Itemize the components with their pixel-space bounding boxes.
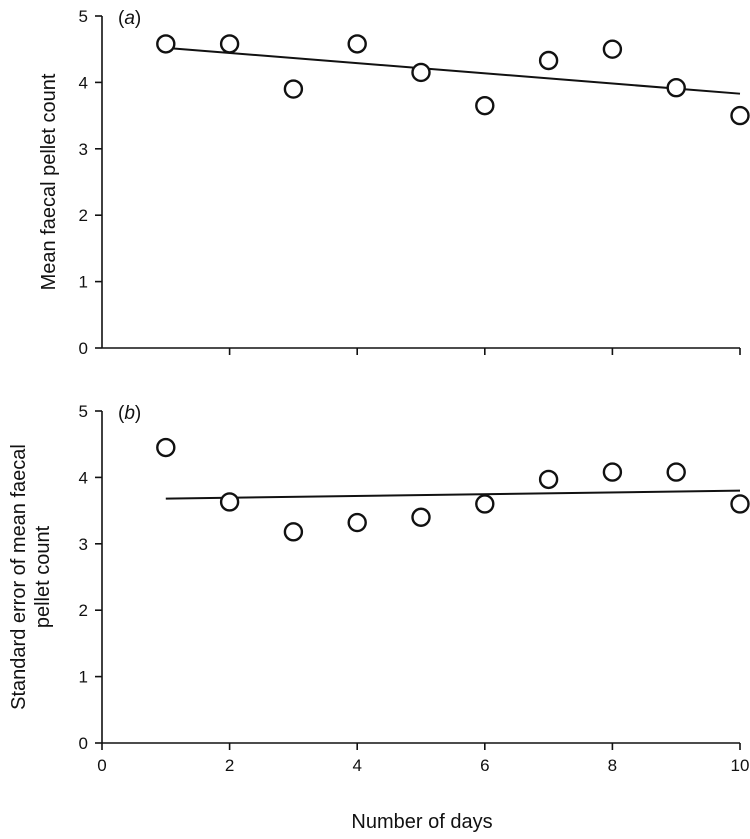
data-point: [347, 512, 367, 533]
y-tick-label: 0: [79, 734, 88, 753]
data-point: [475, 95, 495, 116]
y-tick-label: 3: [79, 535, 88, 554]
data-point: [219, 492, 240, 512]
x-tick-label: 8: [608, 756, 617, 775]
y-tick-label: 4: [79, 468, 88, 487]
panel-label: (a): [118, 8, 141, 29]
y-tick-label: 1: [79, 273, 88, 292]
y-axis-title-line: Standard error of mean faecal: [8, 444, 30, 710]
x-tick-label: 0: [97, 756, 106, 775]
data-point: [730, 494, 750, 514]
x-tick-label: 6: [480, 756, 489, 775]
y-tick-label: 2: [79, 206, 88, 225]
data-point: [538, 469, 559, 490]
y-tick-label: 0: [79, 339, 88, 358]
panel-label: (b): [118, 403, 141, 424]
data-point: [283, 79, 304, 99]
data-point: [602, 462, 623, 482]
trend-line: [165, 46, 741, 95]
data-point: [411, 62, 431, 83]
y-tick-label: 5: [79, 402, 88, 421]
data-point: [666, 462, 686, 482]
x-tick-label: 10: [731, 756, 750, 775]
data-point: [730, 105, 750, 126]
data-point: [156, 437, 176, 458]
data-point: [219, 34, 240, 54]
y-tick-label: 1: [79, 668, 88, 687]
data-point: [156, 34, 176, 54]
y-tick-label: 4: [79, 73, 88, 92]
data-point: [347, 34, 367, 54]
y-tick-label: 3: [79, 140, 88, 159]
y-axis-title-line: pellet count: [32, 525, 54, 628]
data-point: [411, 507, 431, 527]
panel-a: 0 1 2 3 4 5 Mean faecal pellet count (a): [38, 7, 750, 358]
y-tick-label: 2: [79, 601, 88, 620]
y-axis-title: Mean faecal pellet count: [38, 73, 60, 290]
data-point: [475, 494, 495, 514]
data-point: [666, 78, 686, 98]
data-point: [602, 39, 623, 59]
y-axis-title: Standard error of mean faecal pellet coun…: [8, 444, 54, 710]
x-tick-label: 4: [352, 756, 361, 775]
data-point: [538, 50, 559, 71]
data-point: [283, 522, 304, 542]
panel-b: 0 1 2 3 4 5 0 2 4 6 8 10 Standard error of mean faec…: [8, 402, 750, 775]
trend-line: [165, 489, 741, 500]
y-tick-label: 5: [79, 7, 88, 26]
x-tick-label: 2: [225, 756, 234, 775]
y-axis-title-line: Mean faecal pellet count: [38, 73, 60, 290]
x-axis-title: Number of days: [351, 811, 492, 833]
